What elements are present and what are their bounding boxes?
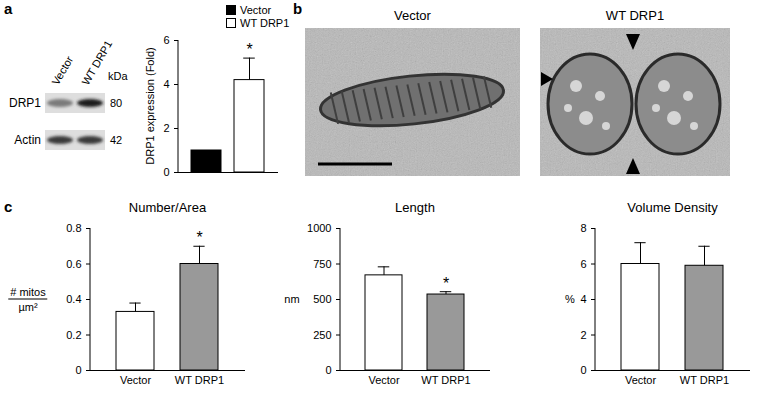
svg-text:*: *: [246, 41, 252, 58]
svg-text:kDa: kDa: [108, 70, 128, 82]
svg-text:WT DRP1: WT DRP1: [421, 374, 470, 386]
html-text:Number/Area: Number/Area: [128, 200, 207, 215]
svg-text:6: 6: [580, 258, 586, 270]
svg-text:Vector: Vector: [625, 374, 657, 386]
svg-text:Vector: Vector: [394, 8, 432, 23]
svg-text:0.6: 0.6: [66, 258, 81, 270]
svg-text:Vector: Vector: [49, 54, 75, 87]
svg-text:0: 0: [75, 364, 81, 376]
svg-text:250: 250: [313, 329, 331, 341]
svg-text:80: 80: [110, 97, 122, 109]
html-text:Volume Density: Volume Density: [627, 200, 718, 215]
svg-text:Actin: Actin: [14, 133, 41, 147]
svg-text:Vector: Vector: [120, 374, 152, 386]
svg-text:4: 4: [163, 78, 169, 90]
html-text:Length: Length: [395, 200, 435, 215]
svg-text:a: a: [4, 0, 13, 17]
html-text:# mitos: # mitos: [10, 285, 46, 298]
html-text:Vector: Vector: [240, 3, 272, 16]
svg-text:0.4: 0.4: [66, 293, 81, 305]
svg-text:6: 6: [163, 34, 169, 46]
svg-text:0: 0: [325, 364, 331, 376]
html-text:nm: nm: [284, 293, 300, 305]
html-text:DRP1 expression (Fold): DRP1 expression (Fold): [144, 47, 156, 165]
html-text:WT DRP1: WT DRP1: [240, 16, 290, 29]
svg-text:1000: 1000: [307, 222, 331, 234]
svg-text:42: 42: [110, 134, 122, 146]
svg-text:WT DRP1: WT DRP1: [175, 374, 224, 386]
svg-text:c: c: [4, 198, 12, 215]
svg-text:500: 500: [313, 293, 331, 305]
svg-text:Vector: Vector: [368, 374, 400, 386]
html-text:µm²: µm²: [18, 300, 38, 313]
svg-text:b: b: [293, 0, 302, 17]
svg-text:0.2: 0.2: [66, 329, 81, 341]
svg-text:750: 750: [313, 258, 331, 270]
svg-text:4: 4: [580, 293, 586, 305]
svg-text:*: *: [196, 229, 202, 246]
svg-text:8: 8: [580, 222, 586, 234]
svg-text:WT DRP1: WT DRP1: [680, 374, 729, 386]
svg-text:0: 0: [580, 364, 586, 376]
svg-text:2: 2: [163, 122, 169, 134]
svg-text:0: 0: [163, 166, 169, 178]
svg-text:0.8: 0.8: [66, 222, 81, 234]
svg-text:*: *: [443, 275, 449, 292]
svg-text:DRP1: DRP1: [9, 96, 41, 110]
svg-text:WT DRP1: WT DRP1: [606, 8, 664, 23]
svg-text:2: 2: [580, 329, 586, 341]
svg-text:WT DRP1: WT DRP1: [79, 38, 115, 87]
